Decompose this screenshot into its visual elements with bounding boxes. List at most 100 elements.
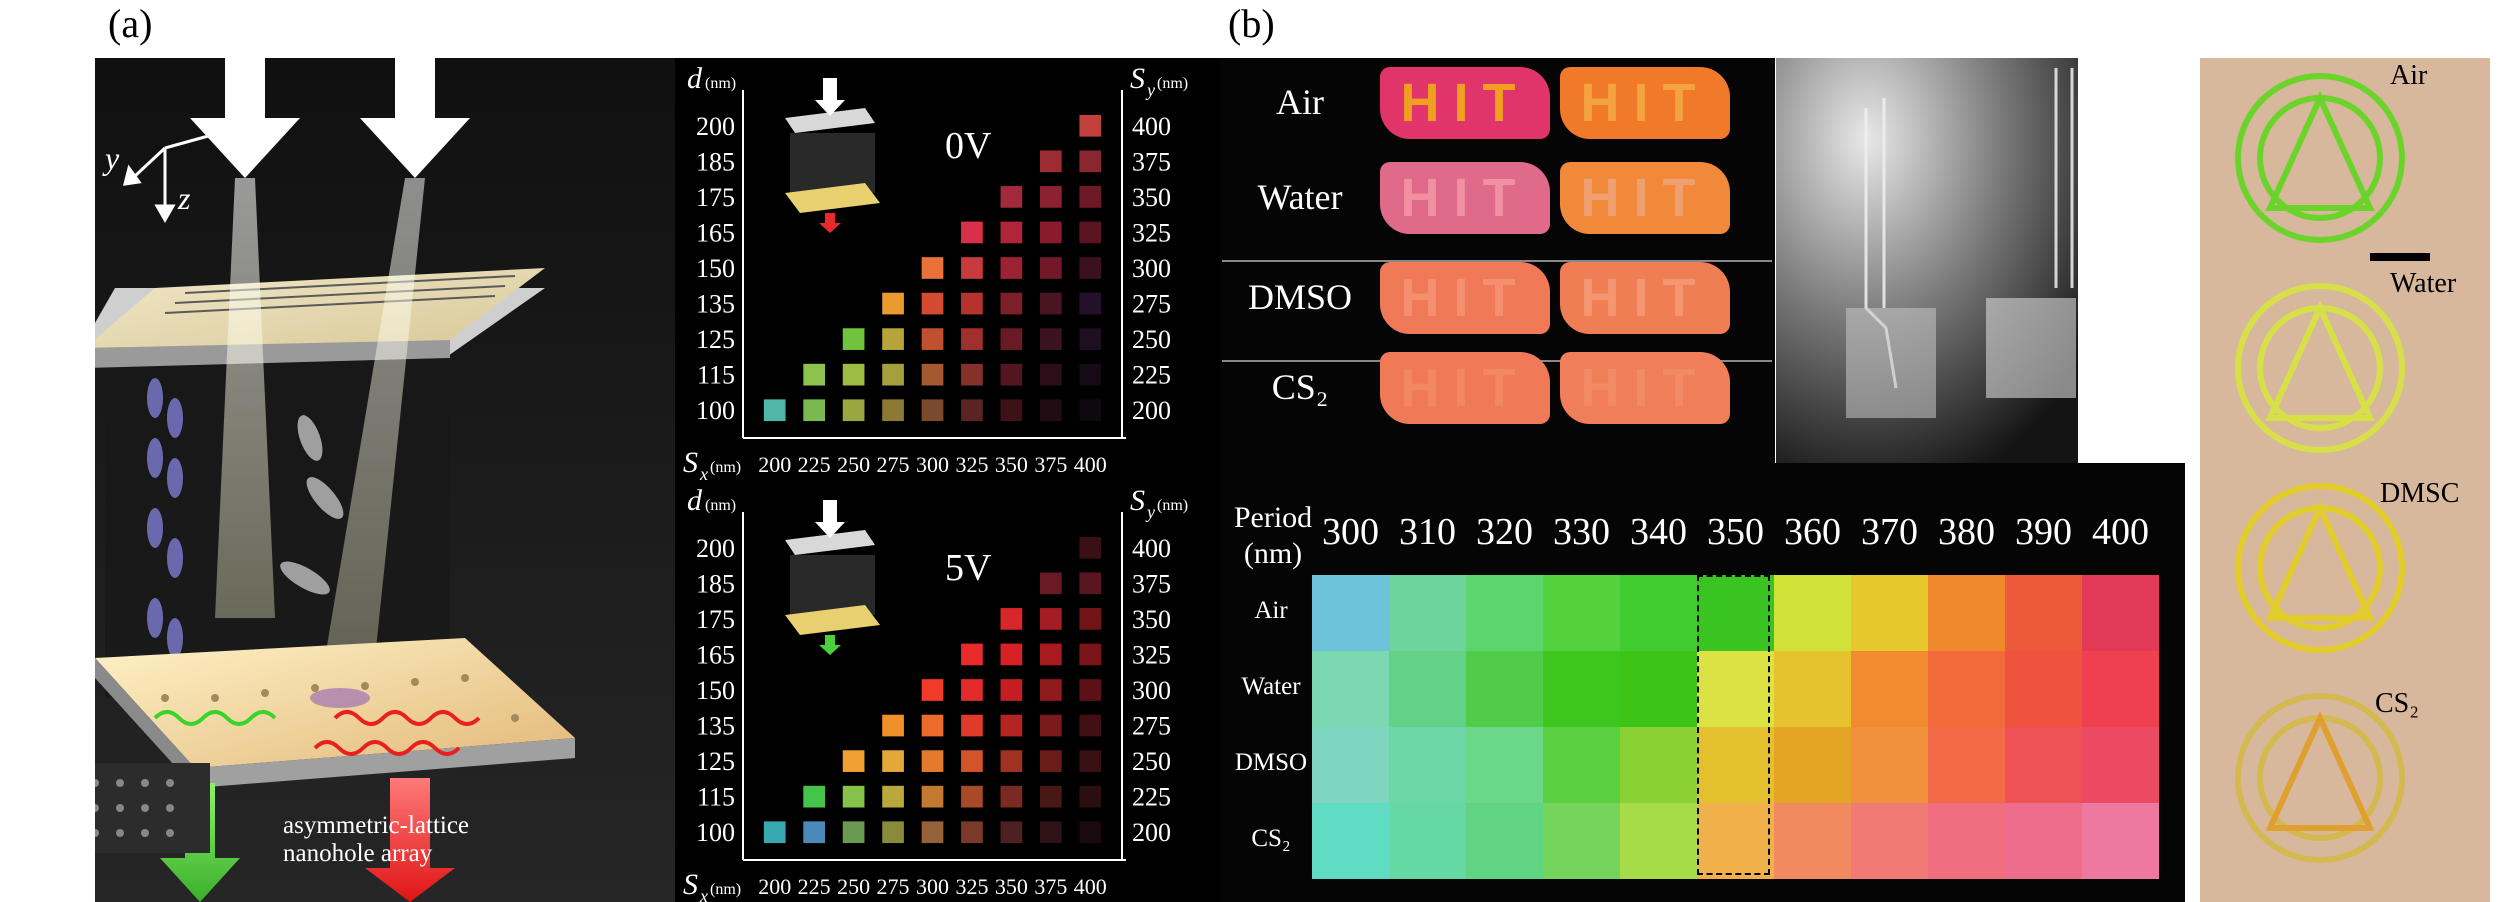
logo-label: DMSC	[2380, 478, 2460, 509]
grid-cell	[1000, 750, 1023, 772]
grid-cell	[1079, 750, 1102, 772]
hit-sample-text: HIT	[1580, 73, 1710, 133]
grid-cell	[1039, 257, 1062, 279]
grid-cell	[921, 399, 944, 422]
grid-cell	[803, 363, 826, 386]
grid-cell	[921, 328, 944, 350]
grid-cell	[882, 292, 904, 315]
voltage-label: 5V	[945, 547, 992, 589]
grid-bottom-axis-title: S	[683, 868, 698, 901]
period-color-cell	[1928, 575, 2005, 651]
device-inset-bottom	[785, 605, 880, 635]
grid-cell	[1039, 608, 1062, 630]
period-color-cell	[1543, 651, 1620, 727]
grid-sx-tick: 225	[798, 874, 831, 899]
period-color-cell	[2005, 803, 2082, 879]
period-color-cell	[1389, 803, 1466, 879]
grid-cell	[842, 750, 865, 772]
period-header: 320	[1476, 511, 1533, 553]
grid-d-tick: 165	[696, 640, 735, 669]
row-divider	[1222, 260, 1772, 262]
grid-sy-tick: 275	[1132, 712, 1171, 741]
grid-cell	[961, 292, 983, 315]
grid-cell	[882, 399, 904, 422]
grid-cell	[1079, 114, 1102, 137]
period-color-cell	[1389, 651, 1466, 727]
period-color-cell	[1312, 651, 1389, 727]
hit-sample-text: HIT	[1580, 268, 1710, 328]
period-unit-text: (nm)	[1243, 537, 1303, 570]
grid-cell	[1039, 643, 1062, 666]
period-color-cell	[1697, 803, 1774, 879]
grid-sy-tick: 250	[1132, 325, 1171, 354]
grid-cell	[842, 363, 865, 386]
grid-sy-tick: 225	[1132, 361, 1171, 390]
grid-d-tick: 175	[696, 605, 735, 634]
grid-sx-tick: 275	[877, 874, 910, 899]
hit-sample: HIT	[1380, 162, 1550, 234]
period-color-cell	[2005, 727, 2082, 803]
grid-cell	[1079, 150, 1102, 173]
period-color-cell	[1389, 575, 1466, 651]
device-inset-body	[790, 555, 875, 615]
grid-cell	[803, 785, 826, 808]
period-color-cell	[1928, 727, 2005, 803]
grid-cell	[882, 750, 904, 772]
grid-sy-tick: 375	[1132, 147, 1171, 176]
grid-cell	[1079, 536, 1102, 559]
period-color-cell	[2082, 803, 2159, 879]
grid-cell	[763, 399, 786, 422]
period-color-cell	[1543, 575, 1620, 651]
period-color-cell	[1851, 651, 1928, 727]
period-color-cell	[1466, 651, 1543, 727]
hit-sample-text: HIT	[1400, 168, 1530, 228]
grid-cell	[1079, 643, 1102, 666]
grid-sx-tick: 250	[837, 452, 870, 477]
medium-label: DMSO	[1247, 277, 1353, 317]
hit-sample-text: HIT	[1400, 73, 1530, 133]
grid-d-tick: 135	[696, 290, 735, 319]
period-color-cell	[1774, 575, 1851, 651]
period-color-cell	[1466, 575, 1543, 651]
period-color-cell	[1312, 575, 1389, 651]
device-inset-body	[790, 133, 875, 193]
device-inset-beam	[815, 500, 845, 538]
grid-sx-tick: 300	[916, 452, 949, 477]
grid-cell	[921, 292, 944, 315]
period-color-cell	[1851, 575, 1928, 651]
grid-cell	[842, 785, 865, 808]
medium-row-label: Air	[1254, 597, 1288, 624]
period-color-cell	[1774, 651, 1851, 727]
grid-sx-tick: 250	[837, 874, 870, 899]
period-color-cell	[1851, 803, 1928, 879]
grid-sy-tick: 350	[1132, 183, 1171, 212]
medium-label: Water	[1257, 177, 1343, 217]
grid-d-tick: 175	[696, 183, 735, 212]
grid-sy-tick: 200	[1132, 396, 1171, 425]
grid-sx-tick: 325	[955, 452, 988, 477]
grid-cell	[961, 328, 983, 350]
grid-d-tick: 125	[696, 747, 735, 776]
grid-cell	[1039, 572, 1062, 595]
grid-sx-tick: 400	[1074, 874, 1107, 899]
hit-sample-text: HIT	[1400, 358, 1530, 418]
hit-sample: HIT	[1560, 352, 1730, 424]
grid-sx-tick: 350	[995, 874, 1028, 899]
grid-cell	[1000, 221, 1023, 244]
hit-sample: HIT	[1560, 262, 1730, 334]
period-color-cell	[1697, 575, 1774, 651]
grid-cell	[1039, 186, 1062, 208]
grid-cell	[921, 714, 944, 737]
period-color-cell	[1620, 575, 1697, 651]
grid-sx-tick: 300	[916, 874, 949, 899]
device-inset-output	[819, 635, 841, 655]
grid-cell	[842, 821, 865, 844]
grid-cell	[842, 328, 865, 350]
grid-d-tick: 135	[696, 712, 735, 741]
grid-right-axis-sub: y	[1145, 502, 1155, 522]
highlight-column-350	[1697, 575, 1770, 875]
medium-row-label: Water	[1241, 673, 1301, 700]
grid-sy-tick: 225	[1132, 783, 1171, 812]
grid-cell	[1039, 221, 1062, 244]
